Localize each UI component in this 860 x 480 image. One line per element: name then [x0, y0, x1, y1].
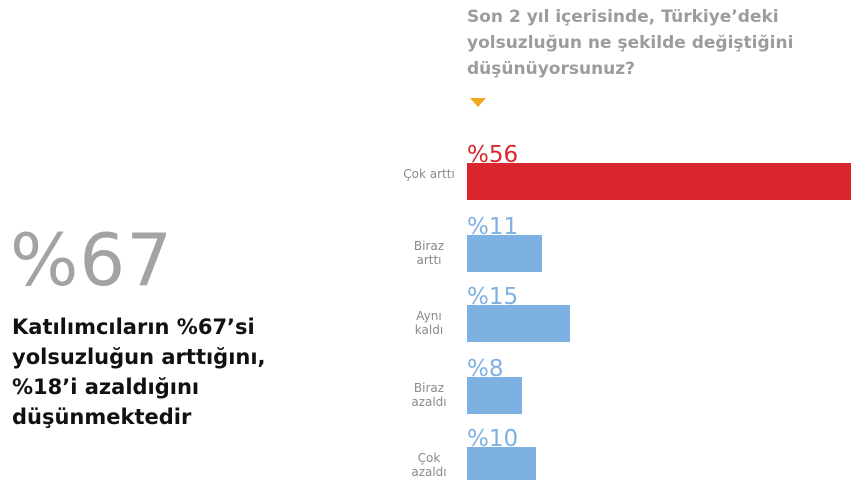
category-label: Biraz arttı [413, 239, 445, 267]
category-label: Aynı kaldı [414, 309, 444, 337]
value-label: %11 [467, 214, 519, 240]
category-label: Çok arttı [403, 167, 455, 181]
value-label: %10 [467, 426, 519, 452]
bar [467, 377, 522, 414]
value-label: %15 [467, 284, 519, 310]
bar [467, 163, 851, 200]
category-label: Biraz azaldı [411, 381, 447, 409]
pointer-icon [470, 98, 486, 107]
bar [467, 305, 570, 342]
chart-title: Son 2 yıl içerisinde, Türkiye’deki yolsu… [467, 7, 794, 79]
callout-text: Katılımcıların %67’si yolsuzluğun arttığ… [12, 315, 266, 429]
headline-stat: %67 [10, 218, 174, 302]
value-label: %56 [467, 142, 519, 168]
bar [467, 447, 536, 480]
bar [467, 235, 543, 272]
value-label: %8 [467, 356, 504, 382]
category-label: Çok azaldı [411, 451, 447, 479]
